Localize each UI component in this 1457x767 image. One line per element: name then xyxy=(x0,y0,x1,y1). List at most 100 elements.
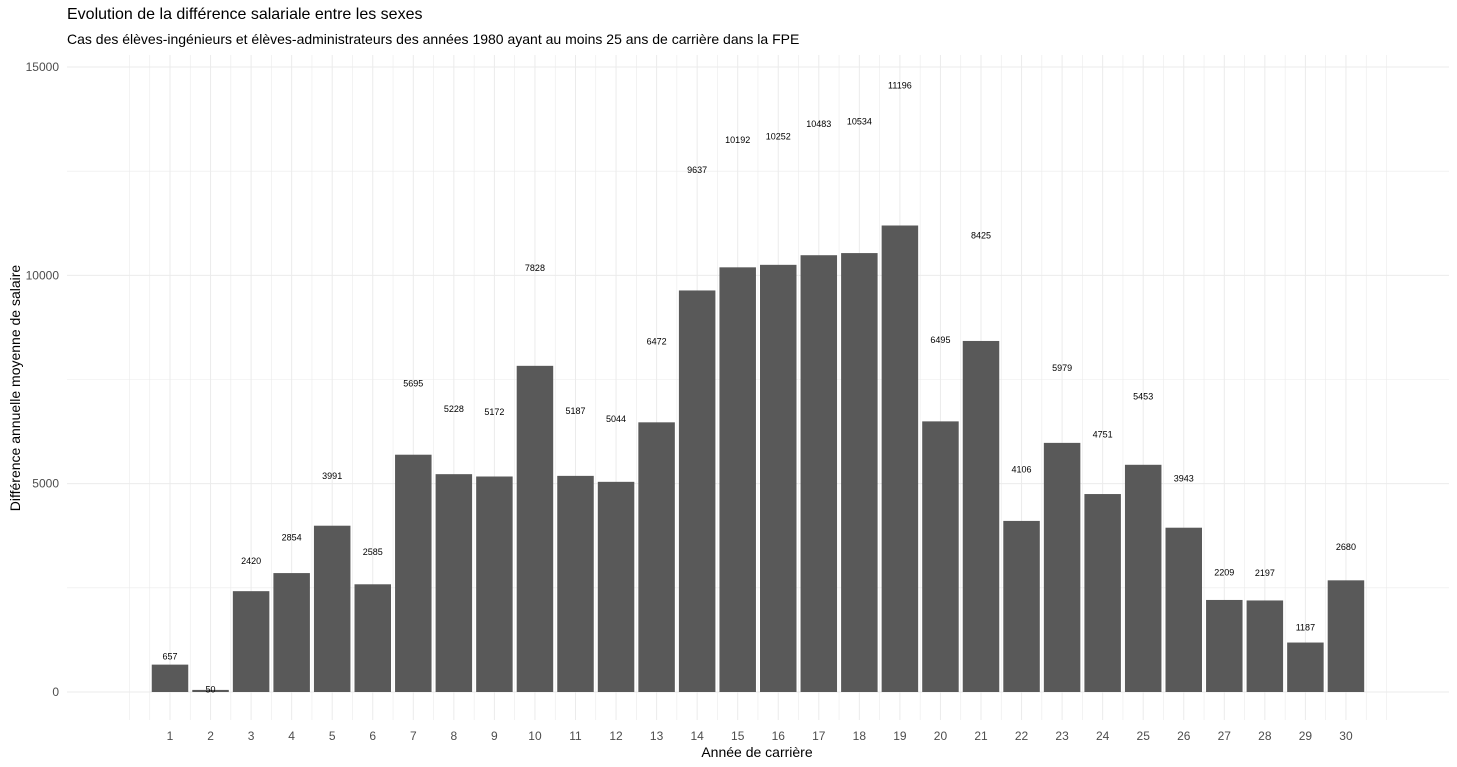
bar-29 xyxy=(1287,642,1324,692)
bar-19 xyxy=(881,225,919,692)
x-tick-label: 24 xyxy=(1096,729,1110,743)
data-label-9: 5172 xyxy=(484,407,504,417)
y-tick-label: 15000 xyxy=(26,60,60,74)
data-label-13: 6472 xyxy=(647,336,667,346)
data-label-30: 2680 xyxy=(1336,542,1356,552)
x-tick-label: 17 xyxy=(812,729,826,743)
bar-23 xyxy=(1043,442,1081,692)
data-label-3: 2420 xyxy=(241,556,261,566)
y-axis-title: Différence annuelle moyenne de salaire xyxy=(7,265,23,512)
x-tick-label: 12 xyxy=(609,729,623,743)
x-tick-label: 15 xyxy=(731,729,745,743)
bar-30 xyxy=(1327,580,1365,692)
x-tick-label: 28 xyxy=(1258,729,1272,743)
bar-16 xyxy=(760,264,797,692)
data-labels: 657 50 2420 2854 3991 2585 5695 5228 5172 7828 518… xyxy=(162,81,1355,695)
bar-24 xyxy=(1084,494,1121,692)
chart-subtitle: Cas des élèves-ingénieurs et élèves-admi… xyxy=(67,31,800,47)
data-label-1: 657 xyxy=(162,651,177,661)
data-label-4: 2854 xyxy=(282,532,302,542)
bar-14 xyxy=(678,290,716,692)
x-tick-label: 3 xyxy=(248,729,255,743)
data-label-14: 9637 xyxy=(687,165,707,175)
data-label-23: 5979 xyxy=(1052,363,1072,373)
x-tick-label: 7 xyxy=(410,729,417,743)
bar-3 xyxy=(232,591,270,692)
data-label-15: 10192 xyxy=(725,135,750,145)
y-tick-label: 0 xyxy=(52,685,59,699)
bar-1 xyxy=(151,664,189,692)
data-label-8: 5228 xyxy=(444,404,464,414)
data-label-17: 10483 xyxy=(806,119,831,129)
bar-27 xyxy=(1206,599,1243,692)
data-label-28: 2197 xyxy=(1255,568,1275,578)
bar-13 xyxy=(638,422,675,692)
data-label-27: 2209 xyxy=(1214,567,1234,577)
x-tick-label: 4 xyxy=(288,729,295,743)
x-tick-label: 8 xyxy=(451,729,458,743)
bar-11 xyxy=(557,475,594,692)
x-tick-label: 30 xyxy=(1339,729,1353,743)
bar-5 xyxy=(313,525,351,692)
data-label-29: 1187 xyxy=(1296,623,1315,633)
data-label-24: 4751 xyxy=(1093,430,1113,440)
bar-7 xyxy=(395,454,432,692)
bar-4 xyxy=(273,573,310,692)
bar-6 xyxy=(354,584,391,692)
x-tick-label: 10 xyxy=(528,729,542,743)
x-tick-label: 9 xyxy=(491,729,498,743)
x-tick-label: 1 xyxy=(167,729,174,743)
chart-title: Evolution de la différence salariale ent… xyxy=(67,6,423,23)
x-tick-label: 2 xyxy=(207,729,214,743)
data-label-5: 3991 xyxy=(322,471,342,481)
x-tick-label: 29 xyxy=(1299,729,1313,743)
data-label-16: 10252 xyxy=(766,132,791,142)
data-label-10: 7828 xyxy=(525,263,545,273)
x-tick-label: 22 xyxy=(1015,729,1029,743)
x-tick-label: 19 xyxy=(893,729,907,743)
x-tick-label: 5 xyxy=(329,729,336,743)
bar-10 xyxy=(516,365,554,692)
bar-18 xyxy=(841,253,878,693)
y-tick-label: 5000 xyxy=(32,477,59,491)
x-tick-label: 13 xyxy=(650,729,664,743)
data-label-18: 10534 xyxy=(847,116,872,126)
bar-2 xyxy=(192,689,229,692)
data-label-7: 5695 xyxy=(403,379,423,389)
bars xyxy=(151,225,1365,693)
bar-21 xyxy=(962,340,1000,692)
x-tick-label: 14 xyxy=(690,729,704,743)
data-label-22: 4106 xyxy=(1012,465,1032,475)
x-tick-label: 11 xyxy=(569,729,582,743)
x-tick-label: 6 xyxy=(369,729,376,743)
data-label-26: 3943 xyxy=(1174,473,1194,483)
data-label-12: 5044 xyxy=(606,414,626,424)
data-label-6: 2585 xyxy=(363,547,383,557)
x-tick-label: 16 xyxy=(772,729,786,743)
bar-12 xyxy=(597,481,635,692)
bar-17 xyxy=(800,255,838,693)
data-label-2: 50 xyxy=(206,684,216,694)
x-tick-label: 27 xyxy=(1218,729,1232,743)
bar-9 xyxy=(476,476,513,692)
data-label-11: 5187 xyxy=(565,406,585,416)
data-label-19: 11196 xyxy=(888,81,912,91)
y-axis: 0 5000 10000 15000 xyxy=(26,60,60,699)
bar-20 xyxy=(922,421,959,692)
x-tick-label: 18 xyxy=(853,729,867,743)
y-tick-label: 10000 xyxy=(26,268,60,282)
bar-25 xyxy=(1124,464,1162,692)
x-axis-title: Année de carrière xyxy=(701,744,813,760)
x-tick-label: 20 xyxy=(934,729,948,743)
bar-8 xyxy=(435,474,473,692)
data-label-20: 6495 xyxy=(930,335,950,345)
x-axis: 1 2 3 4 5 6 7 8 9 10 11 12 13 14 15 16 17 18 19 20 21 22 23 24 2… xyxy=(167,729,1353,743)
x-tick-label: 26 xyxy=(1177,729,1191,743)
x-tick-label: 25 xyxy=(1137,729,1151,743)
bar-15 xyxy=(719,267,756,692)
bar-22 xyxy=(1003,520,1040,692)
x-tick-label: 21 xyxy=(974,729,988,743)
bar-26 xyxy=(1165,527,1202,692)
bar-28 xyxy=(1246,600,1284,692)
